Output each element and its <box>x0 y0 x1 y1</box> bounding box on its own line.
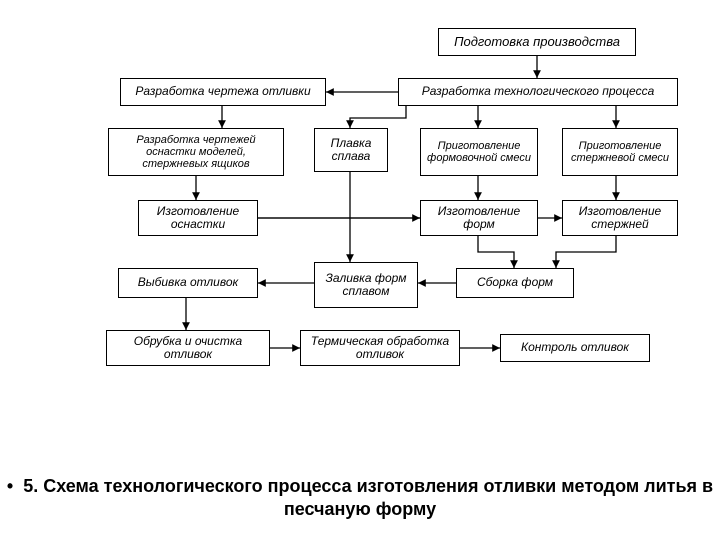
node-n9: Изготовление форм <box>420 200 538 236</box>
edge-4 <box>350 106 406 128</box>
node-n10: Изготовление стержней <box>562 200 678 236</box>
node-n6: Приготовление формовочной смеси <box>420 128 538 176</box>
node-n16: Контроль отливок <box>500 334 650 362</box>
caption-text: 5. Схема технологического процесса изгот… <box>23 476 713 519</box>
node-n15: Термическая обработка отливок <box>300 330 460 366</box>
node-n11: Заливка форм сплавом <box>314 262 418 308</box>
node-n14: Обрубка и очистка отливок <box>106 330 270 366</box>
caption: •5. Схема технологического процесса изго… <box>0 475 720 522</box>
node-n13: Выбивка отливок <box>118 268 258 298</box>
node-n8: Изготовление оснастки <box>138 200 258 236</box>
node-n2: Разработка технологического процесса <box>398 78 678 106</box>
node-n4: Разработка чертежей оснастки моделей, ст… <box>108 128 284 176</box>
node-n7: Приготовление стержневой смеси <box>562 128 678 176</box>
node-n1: Подготовка производства <box>438 28 636 56</box>
node-n3: Разработка чертежа отливки <box>120 78 326 106</box>
edge-12 <box>478 236 514 268</box>
node-n5: Плавка сплава <box>314 128 388 172</box>
edge-13 <box>556 236 616 268</box>
node-n12: Сборка форм <box>456 268 574 298</box>
diagram-stage: •5. Схема технологического процесса изго… <box>0 0 720 540</box>
